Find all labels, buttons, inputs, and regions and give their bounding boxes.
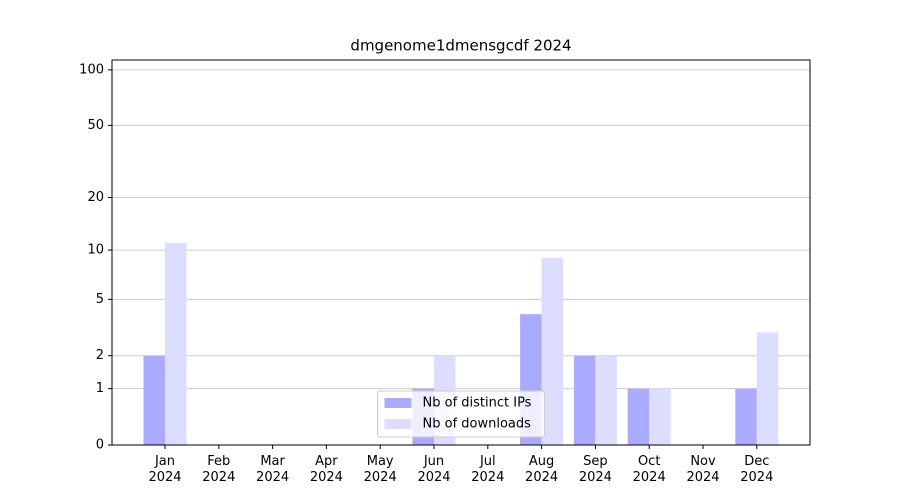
y-tick-label: 10 <box>87 243 104 258</box>
legend-label: Nb of downloads <box>423 417 532 432</box>
bar <box>165 243 187 445</box>
plot-frame <box>111 59 811 446</box>
y-tick-label: 0 <box>96 438 104 453</box>
chart-title: dmgenome1dmensgcdf 2024 <box>350 37 571 55</box>
bar <box>649 388 671 445</box>
bar <box>573 355 596 445</box>
bar <box>627 388 650 445</box>
x-tick-label: Jun 2024 <box>417 454 450 485</box>
legend-swatch <box>384 419 412 429</box>
y-tick-label: 20 <box>87 190 104 205</box>
x-tick-label: Feb 2024 <box>202 454 235 485</box>
x-tick-label: Jan 2024 <box>148 454 181 485</box>
x-tick-label: Nov 2024 <box>686 454 719 485</box>
bar <box>143 355 165 445</box>
legend-label: Nb of distinct IPs <box>423 396 532 411</box>
bar <box>595 355 617 445</box>
x-tick-label: Mar 2024 <box>256 454 289 485</box>
x-tick-label: Jul 2024 <box>471 454 504 485</box>
bar <box>541 257 564 445</box>
y-tick-label: 100 <box>79 62 104 77</box>
x-tick-label: Dec 2024 <box>740 454 773 485</box>
legend-box <box>377 390 545 438</box>
y-tick-label: 2 <box>96 348 104 363</box>
y-tick-label: 1 <box>96 381 104 396</box>
bar <box>756 332 779 445</box>
bar <box>735 388 757 445</box>
x-tick-label: Apr 2024 <box>310 454 343 485</box>
x-tick-label: Oct 2024 <box>633 454 666 485</box>
y-tick-label: 50 <box>87 118 104 133</box>
x-tick-label: Aug 2024 <box>525 454 558 485</box>
x-tick-label: Sep 2024 <box>579 454 612 485</box>
y-tick-label: 5 <box>96 292 104 307</box>
x-tick-label: May 2024 <box>364 454 397 485</box>
legend-swatch <box>384 398 412 408</box>
